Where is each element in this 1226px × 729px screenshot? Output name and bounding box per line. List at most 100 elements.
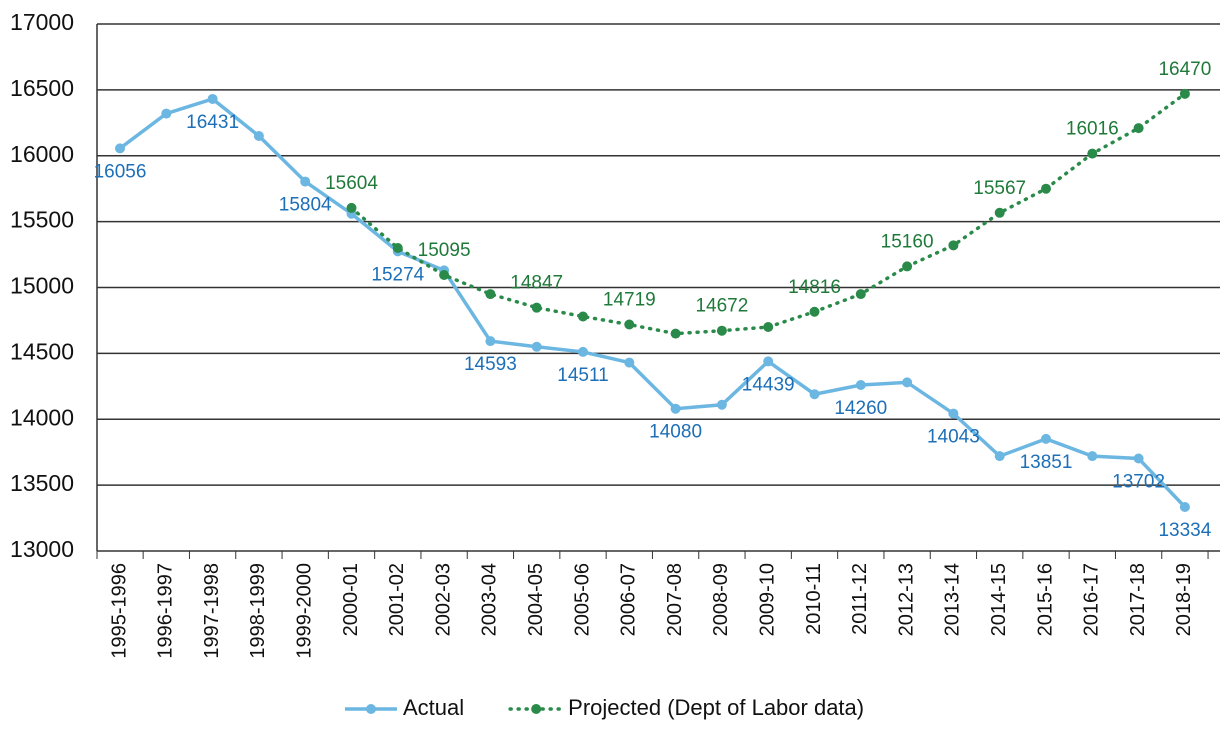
data-label: 14719 [603,290,656,311]
data-label: 14847 [510,273,563,294]
data-label: 16431 [186,112,239,133]
x-tick-label: 2007-08 [664,563,686,636]
point [763,322,774,333]
data-label: 13334 [1158,520,1211,541]
point [392,242,403,253]
point [485,336,496,347]
point [1087,451,1098,462]
x-tick-label: 2000-01 [340,563,362,636]
x-tick-label: 2013-14 [942,563,964,636]
point [624,319,635,330]
point [531,302,542,313]
data-label: 16016 [1066,119,1119,140]
data-label: 14080 [649,422,702,443]
point [994,207,1005,218]
x-tick-label: 2018-19 [1173,563,1195,636]
data-label: 16470 [1158,59,1211,80]
point [670,403,681,414]
data-label: 15274 [371,264,424,285]
y-tick-label: 14500 [10,338,74,364]
point [300,176,311,187]
y-tick-label: 14000 [10,404,74,430]
point [253,130,264,141]
y-tick-label: 15000 [10,273,74,299]
point [531,341,542,352]
point [763,356,774,367]
x-tick-label: 2001-02 [386,563,408,636]
point [624,357,635,368]
y-tick-label: 17000 [10,9,74,35]
point [1133,123,1144,134]
point [346,202,357,213]
x-tick-label: 2002-03 [432,563,454,636]
x-tick-label: 2014-15 [988,563,1010,636]
x-tick-label: 1997-1998 [201,563,223,659]
point [161,108,172,119]
point [1087,148,1098,159]
point [439,269,450,280]
data-label: 13851 [1020,452,1073,473]
x-tick-label: 1999-2000 [293,563,315,659]
point [1179,88,1190,99]
x-tick-label: 2010-11 [803,563,825,635]
point [485,289,496,300]
x-tick-label: 2008-09 [710,563,732,636]
series-line [349,92,1187,336]
legend-label: Actual [403,695,464,720]
data-label: 14816 [788,277,841,298]
data-label: 14439 [742,374,795,395]
point [207,93,218,104]
data-label: 16056 [94,161,147,182]
x-tick-label: 2011-12 [849,563,871,635]
data-label: 14043 [927,427,980,448]
point [716,399,727,410]
data-label: 15804 [279,195,332,216]
x-tick-label: 2009-10 [756,563,778,636]
legend-marker [366,704,376,714]
x-tick-label: 2017-18 [1127,563,1149,636]
point [115,143,125,154]
point [902,261,913,272]
y-tick-label: 15500 [10,207,74,233]
point [948,408,959,419]
x-tick-label: 1998-1999 [247,563,269,659]
data-label: 15095 [418,240,471,261]
x-tick-label: 2012-13 [895,563,917,636]
x-tick-label: 2005-06 [571,563,593,636]
y-tick-label: 16500 [10,75,74,101]
point [855,289,866,300]
point [578,311,588,322]
point [1041,433,1051,444]
point [855,379,866,390]
legend-label: Projected (Dept of Labor data) [568,695,864,720]
data-label: 14672 [695,296,748,317]
series-line [118,97,1187,509]
data-label: 14593 [464,354,517,375]
y-tick-label: 13500 [10,470,74,496]
x-tick-label: 1996-1997 [155,563,177,659]
x-tick-label: 2016-17 [1081,563,1103,636]
point [578,346,588,357]
point [1179,501,1190,512]
x-tick-label: 2004-05 [525,563,547,636]
point [994,451,1005,462]
data-label: 15160 [881,231,934,252]
point [809,306,820,317]
point [902,377,913,388]
point [1041,183,1051,194]
y-tick-label: 13000 [10,536,74,562]
point [670,328,681,339]
x-tick-label: 2015-16 [1034,563,1056,636]
x-tick-label: 1995-1996 [108,563,130,659]
data-label: 15604 [325,173,378,194]
data-label: 15567 [973,178,1026,199]
x-tick-label: 2003-04 [479,563,501,636]
data-label: 14260 [834,398,887,419]
y-tick-label: 16000 [10,141,74,167]
legend-marker [531,704,542,714]
x-tick-label: 2006-07 [618,563,640,636]
point [716,325,727,336]
point [1133,453,1144,464]
point [809,389,820,400]
